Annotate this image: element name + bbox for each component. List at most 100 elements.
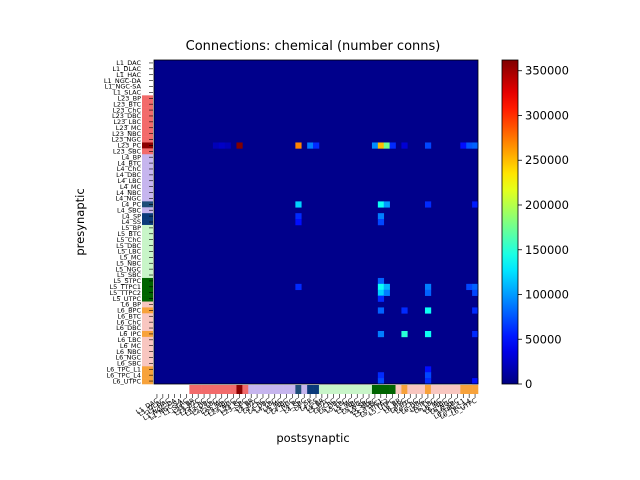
heatmap-cell	[472, 330, 479, 338]
heatmap-background	[154, 60, 478, 384]
y-tick-label: L5_TTPC1	[110, 283, 141, 291]
row-category-swatch	[142, 189, 153, 196]
row-category-swatch	[142, 171, 153, 179]
colorbar-tick-label: 150000	[525, 243, 569, 257]
row-category-swatch	[142, 289, 153, 296]
column-category-swatch	[377, 385, 385, 394]
row-category-swatch	[142, 77, 153, 84]
y-tick-label: L6_DBC	[116, 324, 141, 332]
row-category-swatch	[142, 65, 153, 73]
y-tick-label: L23_NGC	[111, 136, 141, 144]
heatmap-cell	[424, 201, 432, 208]
y-tick-label: L5_NBC	[116, 259, 141, 267]
heatmap-cell	[401, 142, 408, 149]
heatmap-cell	[389, 142, 396, 149]
heatmap-cell	[295, 283, 302, 291]
y-tick-label: L6_BP	[122, 301, 141, 309]
row-category-swatch	[142, 71, 153, 78]
y-tick-label: L23_MC	[116, 124, 142, 132]
column-category-swatch	[265, 385, 273, 394]
y-tick-label: L5_STPC	[113, 277, 141, 285]
row-category-swatch	[142, 254, 153, 261]
row-category-swatch	[142, 236, 153, 243]
column-category-swatch	[283, 385, 290, 394]
heatmap-cell	[424, 307, 432, 314]
column-category-swatch	[313, 385, 320, 394]
row-category-swatch	[142, 325, 153, 332]
y-tick-label: L6_BPC	[117, 307, 141, 315]
column-category-swatch	[348, 385, 355, 394]
colorbar-tick-label: 100000	[525, 288, 569, 302]
row-category-swatch	[142, 342, 153, 349]
colorbar-tick-label: 0	[525, 377, 532, 391]
y-tick-label: L6_NGC	[116, 354, 142, 362]
y-tick-label: L4_BTC	[117, 159, 141, 167]
heatmap-cell	[313, 142, 320, 149]
row-category-swatch	[142, 295, 153, 302]
column-category-swatch	[159, 385, 167, 394]
column-category-swatch	[318, 385, 326, 394]
column-category-swatch	[183, 385, 190, 394]
y-tick-label: L23_DBC	[112, 112, 141, 120]
column-category-swatch	[289, 385, 296, 394]
heatmap-cell	[424, 289, 432, 296]
column-category-swatch	[195, 385, 202, 394]
y-tick-label: L23_BTC	[113, 100, 141, 108]
column-category-swatch	[171, 385, 178, 394]
column-category-swatch	[230, 385, 237, 394]
heatmap-cell	[295, 213, 302, 220]
heatmap-cell	[472, 142, 479, 149]
heatmap-cell	[424, 330, 432, 338]
column-category-swatch	[260, 385, 267, 394]
heatmap-cell	[466, 142, 473, 149]
row-category-swatch	[142, 136, 153, 143]
column-category-swatch	[371, 385, 379, 394]
y-tick-label: L6_TPC_L1	[107, 365, 141, 373]
heatmap-cell	[377, 378, 385, 385]
y-tick-label: L5_LBC	[117, 248, 141, 256]
row-category-swatch	[142, 219, 153, 226]
y-tick-label: L4_SS	[122, 218, 141, 226]
column-category-swatch	[448, 385, 455, 394]
column-category-swatch	[360, 385, 367, 394]
heatmap-cell	[377, 142, 385, 149]
column-category-swatch	[295, 385, 302, 394]
row-category-swatch	[142, 160, 153, 167]
column-category-swatch	[177, 385, 184, 394]
row-category-swatch	[142, 301, 153, 308]
heatmap-cell	[466, 283, 473, 291]
row-category-swatch	[142, 183, 153, 190]
y-tick-label: L4_DBC	[116, 171, 141, 179]
row-category-swatch	[142, 319, 153, 326]
heatmap-cell	[307, 142, 314, 149]
column-category-swatch	[389, 385, 396, 394]
y-tick-label: L6_NBC	[116, 348, 141, 356]
column-category-swatch	[330, 385, 337, 394]
row-category-swatch	[142, 148, 153, 155]
column-category-swatch	[442, 385, 449, 394]
row-category-swatch	[142, 307, 153, 314]
row-category-swatch	[142, 330, 153, 338]
colorbar-tick-label: 300000	[525, 108, 569, 122]
heatmap-cell	[218, 142, 225, 149]
heatmap-cell	[383, 283, 390, 291]
row-category-swatch	[142, 201, 153, 208]
y-tick-label: L4_MC	[120, 183, 142, 191]
row-category-swatch	[142, 154, 153, 161]
y-tick-label: L23_BP	[117, 94, 141, 102]
row-category-swatch	[142, 95, 153, 102]
heatmap-cell	[377, 283, 385, 291]
column-category-swatch	[212, 385, 220, 394]
colorbar-ticks: 0 50000 100000 150000 200000 250000 300000 3500…	[518, 64, 569, 391]
y-tick-label: L6_BTC	[117, 312, 141, 320]
row-category-strip	[142, 60, 153, 385]
heatmap-cell	[377, 277, 385, 285]
y-tick-label: L6_UTPC	[113, 377, 142, 385]
column-category-swatch	[407, 385, 414, 394]
column-category-swatch	[218, 385, 225, 394]
row-category-swatch	[142, 142, 153, 149]
column-category-swatch	[460, 385, 467, 394]
column-category-swatch	[354, 385, 361, 394]
heatmap-cell	[212, 142, 220, 149]
row-category-swatch	[142, 166, 153, 173]
